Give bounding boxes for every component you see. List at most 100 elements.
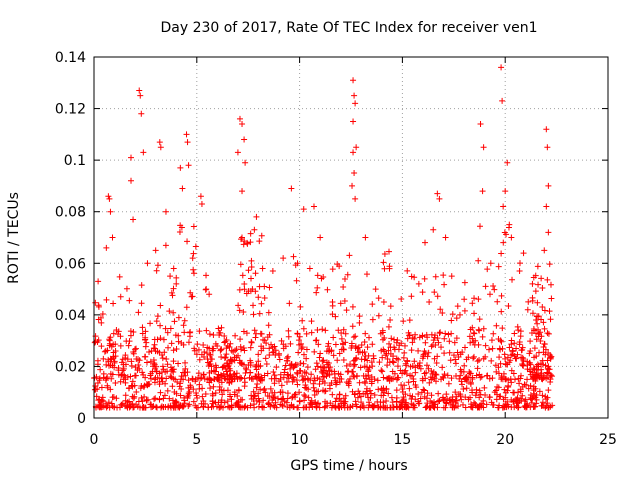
data-point: [259, 265, 266, 272]
data-point: [478, 373, 485, 380]
data-point: [258, 343, 265, 350]
data-point: [266, 284, 273, 291]
data-point: [100, 355, 107, 362]
data-point: [369, 363, 376, 370]
data-point: [448, 317, 455, 324]
data-point: [187, 382, 194, 389]
data-point: [401, 342, 408, 349]
data-point: [357, 364, 364, 371]
data-point: [143, 397, 150, 404]
data-point: [235, 387, 242, 394]
data-point: [300, 351, 307, 358]
data-point: [529, 310, 536, 317]
data-point: [145, 381, 152, 388]
data-point: [415, 398, 422, 405]
data-point: [519, 392, 526, 399]
data-point: [173, 390, 180, 397]
data-point: [437, 329, 444, 336]
data-point: [114, 331, 121, 338]
data-point: [350, 149, 357, 156]
data-point: [154, 262, 161, 269]
data-point: [190, 386, 197, 393]
data-point: [154, 313, 161, 320]
data-point: [202, 286, 209, 293]
data-point: [208, 363, 215, 370]
data-point: [105, 399, 112, 406]
data-point: [379, 368, 386, 375]
data-point: [368, 373, 375, 380]
data-point: [170, 265, 177, 272]
data-point: [511, 330, 518, 337]
data-point: [131, 372, 138, 379]
data-point: [439, 394, 446, 401]
data-point: [160, 366, 167, 373]
data-point: [271, 394, 278, 401]
data-point: [103, 244, 110, 251]
data-point: [136, 87, 143, 94]
data-point: [467, 379, 474, 386]
data-point: [128, 177, 135, 184]
data-point: [533, 336, 540, 343]
data-point: [186, 401, 193, 408]
data-point: [494, 298, 501, 305]
data-point: [261, 283, 268, 290]
data-point: [467, 339, 474, 346]
data-point: [403, 371, 410, 378]
data-point: [278, 396, 285, 403]
data-point: [434, 293, 441, 300]
y-tick-label: 0: [77, 411, 86, 427]
data-point: [229, 376, 236, 383]
data-point: [350, 77, 357, 84]
data-point: [127, 373, 134, 380]
data-point: [533, 400, 540, 407]
data-point: [483, 401, 490, 408]
data-point: [311, 348, 318, 355]
data-point: [186, 333, 193, 340]
data-point: [206, 376, 213, 383]
data-point: [524, 358, 531, 365]
data-point: [361, 338, 368, 345]
data-point: [451, 339, 458, 346]
data-point: [138, 110, 145, 117]
data-point: [452, 360, 459, 367]
data-point: [248, 392, 255, 399]
data-point: [147, 358, 154, 365]
data-point: [516, 268, 523, 275]
data-point: [391, 336, 398, 343]
data-point: [350, 372, 357, 379]
data-point: [160, 395, 167, 402]
data-point: [97, 314, 104, 321]
data-point: [203, 327, 210, 334]
data-point: [203, 272, 210, 279]
data-point: [135, 398, 142, 405]
data-point: [534, 361, 541, 368]
data-point: [380, 259, 387, 266]
data-point: [281, 398, 288, 405]
data-point: [184, 238, 191, 245]
data-point: [476, 356, 483, 363]
data-point: [338, 346, 345, 353]
data-point: [386, 340, 393, 347]
data-point: [463, 385, 470, 392]
data-point: [166, 308, 173, 315]
data-point: [380, 298, 387, 305]
data-point: [439, 364, 446, 371]
data-point: [536, 349, 543, 356]
data-point: [112, 353, 119, 360]
data-point: [241, 136, 248, 143]
data-point: [322, 398, 329, 405]
data-point: [124, 402, 131, 409]
data-point: [125, 342, 132, 349]
chart-title: Day 230 of 2017, Rate Of TEC Index for r…: [160, 20, 537, 36]
data-point: [321, 365, 328, 372]
data-point: [115, 364, 122, 371]
data-point: [289, 373, 296, 380]
data-point: [255, 403, 262, 410]
data-point: [545, 387, 552, 394]
data-point: [541, 341, 548, 348]
data-point: [277, 401, 284, 408]
data-point: [471, 295, 478, 302]
data-point: [476, 316, 483, 323]
data-point: [237, 374, 244, 381]
data-point: [313, 337, 320, 344]
